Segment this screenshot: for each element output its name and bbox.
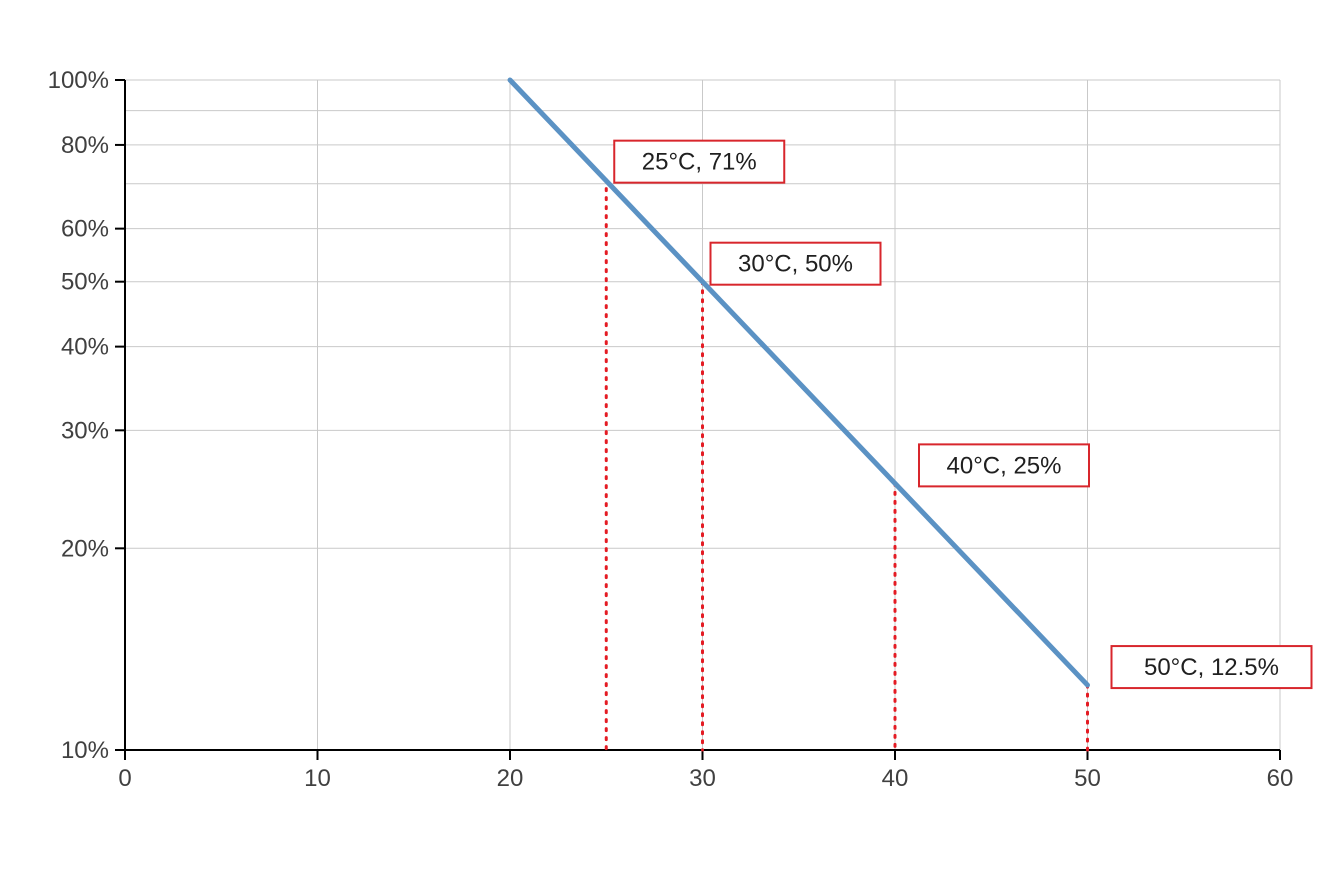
- callout-label: 50°C, 12.5%: [1144, 654, 1279, 681]
- callout-label: 25°C, 71%: [642, 149, 757, 176]
- x-tick-label: 40: [882, 765, 909, 792]
- y-tick-label: 80%: [61, 132, 109, 159]
- y-tick-label: 30%: [61, 417, 109, 444]
- y-tick-label: 10%: [61, 737, 109, 764]
- x-tick-label: 20: [497, 765, 524, 792]
- y-tick-label: 100%: [48, 67, 109, 94]
- chart-svg: 0 10 20 30 40 50 60 10% 20% 30% 40% 50% 60% 80% 100% 25…: [0, 0, 1325, 875]
- x-tick-label: 0: [118, 765, 131, 792]
- x-tick-label: 60: [1267, 765, 1294, 792]
- x-tick-label: 10: [304, 765, 331, 792]
- y-tick-label: 40%: [61, 334, 109, 361]
- x-tick-label: 50: [1074, 765, 1101, 792]
- chart-bg: [0, 0, 1325, 875]
- x-tick-label: 30: [689, 765, 716, 792]
- y-tick-label: 50%: [61, 269, 109, 296]
- y-tick-label: 60%: [61, 216, 109, 243]
- callout-label: 40°C, 25%: [947, 452, 1062, 479]
- chart-container: Standby/Float Charge Service Life Servic…: [0, 0, 1325, 875]
- callout-label: 30°C, 50%: [738, 251, 853, 278]
- y-tick-label: 20%: [61, 535, 109, 562]
